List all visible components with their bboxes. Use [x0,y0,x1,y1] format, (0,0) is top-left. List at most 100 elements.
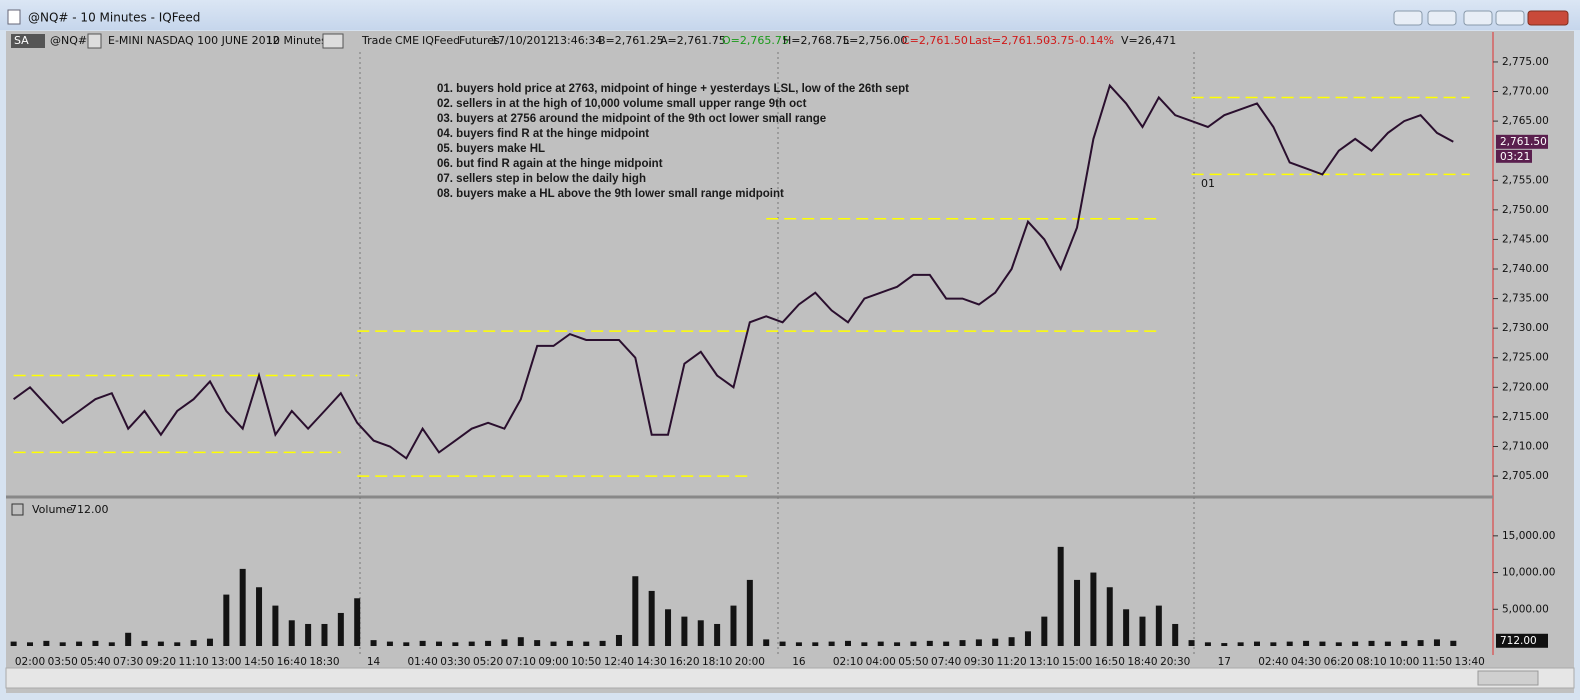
interval: 10 Minutes [266,34,327,47]
volume-bar [763,639,770,646]
volume-bar [1024,631,1031,646]
y-tick-label: 2,755.00 [1502,174,1549,186]
volume-bar [1450,640,1457,646]
volume-bar [894,642,901,646]
volume-bar [1237,642,1244,646]
volume-bar [403,642,410,646]
x-tick-label: 03:30 [440,656,470,668]
volume-bar [1172,623,1179,646]
last-value-label: 712.00 [1500,635,1537,647]
notes: 01. buyers hold price at 2763, midpoint … [437,83,909,200]
pane-close[interactable] [11,503,24,516]
volume-bar [485,640,492,646]
x-tick-label: 16:50 [1095,656,1125,668]
volume-bar [1286,641,1293,646]
scrollbar[interactable] [5,667,1575,689]
button[interactable] [1393,10,1423,26]
symbol-box-label: SA [14,34,29,47]
x-tick-label: 03:50 [48,656,78,668]
volume-bar [795,642,802,646]
x-tick-label: 09:20 [146,656,176,668]
x-tick-label: 18:30 [309,656,339,668]
volume-bar [1041,616,1048,646]
volume-bar [1384,641,1391,646]
volume-bar [681,616,688,646]
quote-bid: B=2,761.25 [598,34,664,47]
x-tick-label: 05:50 [898,656,928,668]
x-tick-label: 05:20 [473,656,503,668]
quote-low: L=2,756.00 [843,34,907,47]
volume-bar [1401,640,1408,646]
window-buttons [1393,10,1569,26]
x-tick-label: 13:00 [211,656,241,668]
volume-bar [386,641,393,646]
last-value-box [1496,633,1548,648]
volume-bar [975,639,982,646]
x-tick-label: 16:40 [277,656,307,668]
volume-bar [1074,579,1081,646]
y-tick-label: 2,725.00 [1502,352,1549,364]
quote-open: O=2,765.75 [722,34,789,47]
x-tick-label: 12:40 [604,656,634,668]
volume-bar [468,641,475,646]
volume-bar [27,642,33,646]
quote-last: Last=2,761.50 [969,34,1050,47]
y-tick-label: 2,740.00 [1502,263,1549,275]
volume-current: 712.00 [70,503,109,516]
volume-bar [910,641,917,646]
x-tick-label: 14 [367,656,381,668]
quote-ask: A=2,761.75 [660,34,726,47]
volume-bar [1417,640,1424,646]
volume-bar [1303,640,1310,646]
x-tick-label: 16 [792,656,806,668]
symbol-box[interactable] [11,34,45,48]
volume-bar [730,605,737,646]
quotes: B=2,761.25A=2,761.75O=2,765.75H=2,768.75… [598,34,1176,47]
maximize-button[interactable] [1495,10,1525,26]
quote-close: C=2,761.50 [902,34,968,47]
volume-bar [517,637,524,646]
x-tick-label: 17 [1218,656,1231,668]
symbol-menu[interactable] [87,33,102,49]
volume-bar [190,640,197,646]
volume-bar [828,641,835,646]
x-tick-label: 14:30 [637,656,667,668]
x-tick-label: 02:10 [833,656,863,668]
timer-box [1496,149,1532,163]
y-tick-label: 2,745.00 [1502,233,1549,245]
y-tick-label: 2,710.00 [1502,440,1549,452]
volume-bar [223,594,230,646]
volume-bar [599,640,606,646]
button[interactable] [1427,10,1457,26]
x-tick-label: 10:00 [1389,656,1419,668]
volume-bar [632,576,639,646]
y-tick-label: 2,705.00 [1502,470,1549,482]
volume-bar [1433,639,1440,646]
interval-menu[interactable] [322,33,344,49]
volume-bar [746,579,753,646]
volume-bar [1106,587,1113,646]
toolbar-info-item: 13:46:34 [553,34,602,47]
quote-volume: V=26,471 [1121,34,1176,47]
volume-bar [59,642,66,646]
x-tick-label: 14:50 [244,656,274,668]
x-tick-label: 07:30 [113,656,143,668]
x-tick-label: 04:00 [866,656,896,668]
volume-bar [779,641,786,646]
x-tick-label: 16:20 [669,656,699,668]
volume-bar [108,642,115,646]
x-tick-label: 10:50 [571,656,601,668]
close-button[interactable] [1527,10,1569,26]
volume-title: Volume [32,503,73,516]
scroll-thumb[interactable] [1477,670,1539,686]
toolbar-info-item: CME [395,34,419,47]
volume-bar [550,641,557,646]
minimize-button[interactable] [1463,10,1493,26]
contract: E-MINI NASDAQ 100 JUNE 2012 [108,34,280,47]
volume-bar [1090,572,1097,646]
volume-bar [926,640,933,646]
volume-bar [141,640,148,646]
x-tick-label: 02:40 [1258,656,1288,668]
volume-bar [305,623,312,646]
